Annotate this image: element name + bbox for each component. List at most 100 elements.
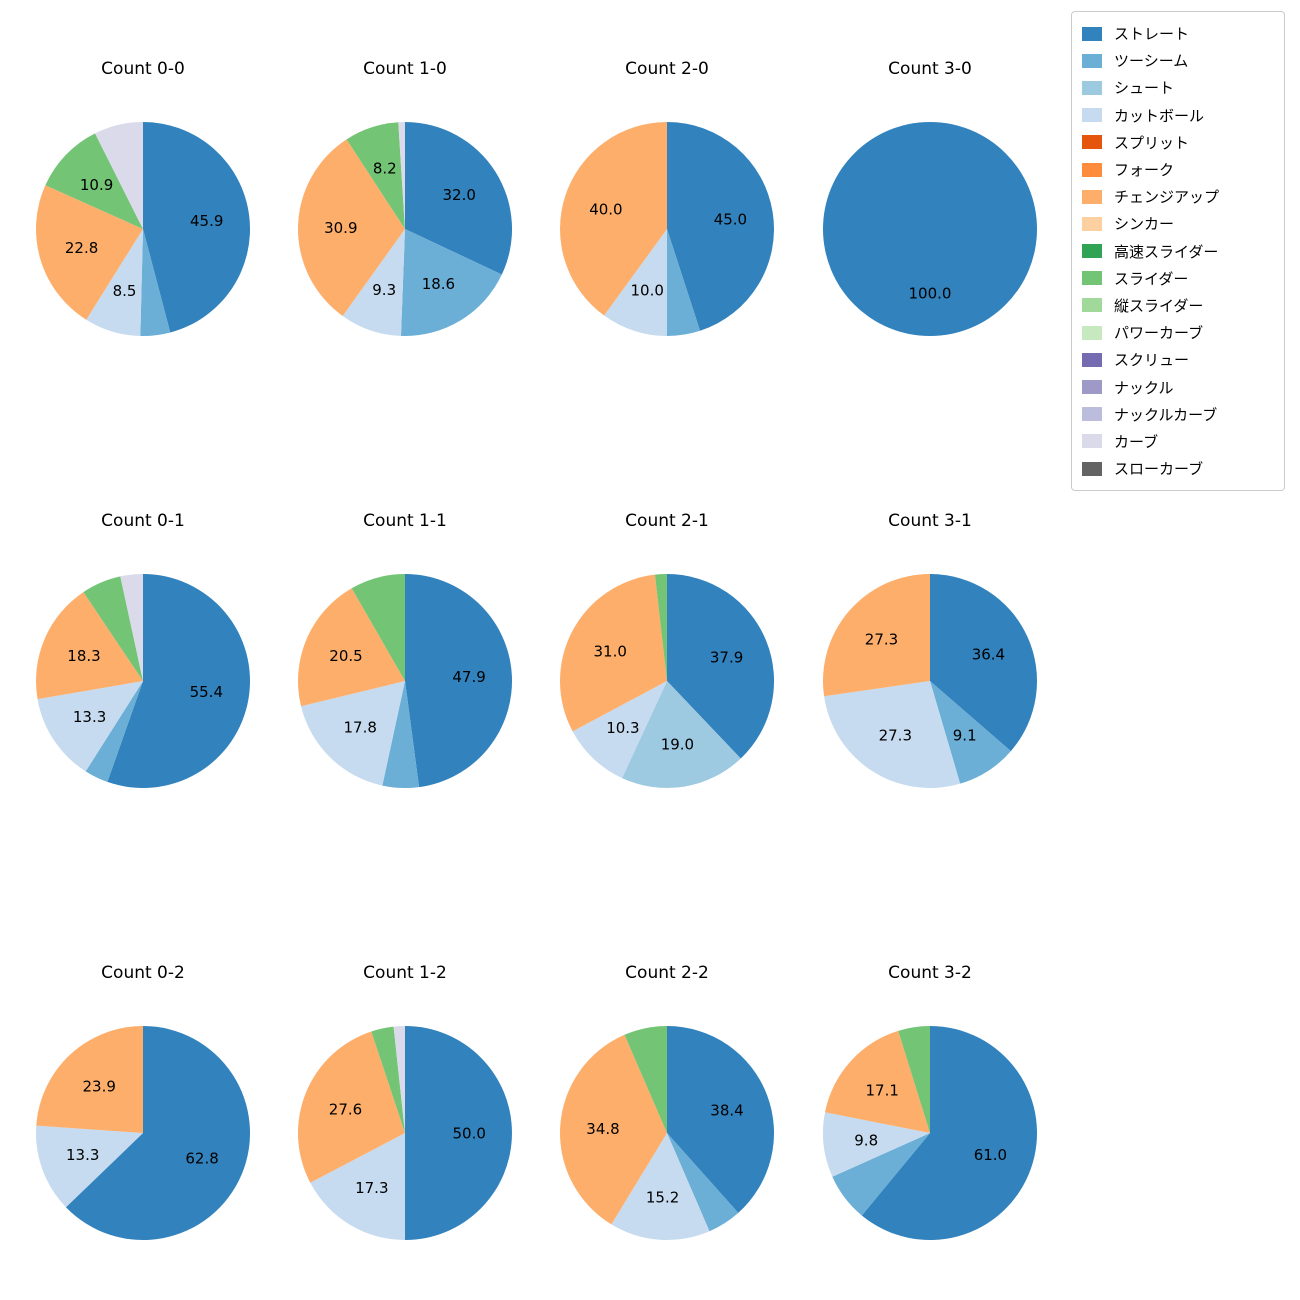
pie-slice (95, 122, 143, 229)
legend-label: チェンジアップ (1114, 188, 1220, 207)
pie-chart-cell-count-3-2: Count 3-2 61.0 9.8 17.1 (818, 962, 1042, 1245)
pie-slice-value-label: 8.2 (373, 159, 397, 177)
legend-label: 高速スライダー (1114, 242, 1219, 261)
pie-slice (559, 1034, 667, 1225)
legend-swatch-icon (1082, 216, 1102, 231)
pie-chart: 32.0 18.6 9.3 30.9 8.2 (293, 117, 517, 341)
legend-item: ナックル (1082, 373, 1274, 400)
legend-label: 縦スライダー (1114, 296, 1204, 315)
legend-label: カットボール (1114, 106, 1205, 125)
legend-swatch-icon (1082, 135, 1102, 150)
pie-slice (559, 574, 667, 732)
pie-chart-cell-count-2-2: Count 2-2 38.4 15.2 34.8 (555, 962, 779, 1245)
legend-swatch-icon (1082, 325, 1102, 340)
pie-slice-value-label: 8.5 (113, 282, 137, 300)
pie-slice (667, 229, 701, 336)
pie-slice-value-label: 37.9 (710, 648, 743, 666)
pie-slice-value-label: 36.4 (972, 646, 1005, 664)
pie-slice-value-label: 10.3 (606, 719, 639, 737)
chart-title: Count 1-0 (363, 59, 447, 79)
pie-chart: 50.0 17.3 27.6 (293, 1021, 517, 1245)
pie-slice (400, 229, 502, 336)
pie-slice (85, 681, 143, 782)
pie-slice (398, 122, 405, 229)
legend-swatch-icon (1082, 271, 1102, 286)
legend-label: ナックル (1114, 378, 1174, 397)
pie-slice (572, 681, 667, 779)
pie-slice-value-label: 38.4 (710, 1101, 743, 1119)
chart-title: Count 3-0 (888, 59, 972, 79)
legend-label: フォーク (1114, 161, 1175, 180)
pie-chart: 37.9 19.0 10.3 31.0 (555, 569, 779, 793)
pie-slice-value-label: 27.6 (329, 1100, 362, 1118)
pie-slice (825, 1030, 930, 1133)
pie-slice (930, 574, 1038, 752)
pie-slice (405, 1026, 512, 1240)
legend-item: シンカー (1082, 210, 1274, 237)
pie-slice (560, 122, 667, 316)
pie-slice (667, 574, 775, 759)
pie-chart-cell-count-2-0: Count 2-0 45.0 10.0 40.0 (555, 58, 779, 341)
legend-swatch-icon (1082, 80, 1102, 95)
pie-chart: 61.0 9.8 17.1 (818, 1021, 1042, 1245)
pie-slice-value-label: 10.9 (80, 176, 113, 194)
legend-label: スクリュー (1114, 351, 1190, 370)
pie-slice (930, 681, 1011, 784)
pie-slice (45, 133, 144, 229)
pie-slice (36, 592, 143, 700)
pie-slice (667, 1133, 739, 1232)
pie-slice (143, 122, 251, 333)
pie-chart-cell-count-3-0: Count 3-0 100.0 (818, 58, 1042, 341)
pie-slice (393, 1026, 405, 1133)
legend-label: ストレート (1114, 25, 1190, 44)
legend-item: カットボール (1082, 102, 1274, 129)
pie-slice (822, 1112, 930, 1177)
pie-chart-cell-count-0-2: Count 0-2 62.8 13.3 23.9 (31, 962, 255, 1245)
chart-title: Count 0-0 (101, 59, 185, 79)
chart-title: Count 2-1 (625, 511, 709, 531)
pie-slice-value-label: 19.0 (661, 736, 694, 754)
pie-slice-value-label: 18.6 (422, 275, 455, 293)
legend-label: ナックルカーブ (1114, 405, 1218, 424)
chart-title: Count 2-0 (625, 59, 709, 79)
pie-slice-value-label: 15.2 (646, 1188, 679, 1206)
pie-slice (86, 229, 143, 336)
legend-label: カーブ (1114, 432, 1159, 451)
chart-title: Count 2-2 (625, 963, 709, 983)
pie-slice-value-label: 100.0 (909, 284, 952, 302)
pie-slice (297, 139, 405, 316)
legend-item: ストレート (1082, 20, 1274, 47)
chart-title: Count 1-1 (363, 511, 447, 531)
pie-slice (310, 1133, 405, 1240)
pie-slice-value-label: 17.1 (865, 1081, 898, 1099)
pie-slice (36, 1026, 143, 1133)
pie-slice (36, 1125, 144, 1208)
legend-swatch-icon (1082, 352, 1102, 367)
legend-item: ナックルカーブ (1082, 401, 1274, 428)
pie-slice (622, 681, 741, 789)
pie-slice-value-label: 27.3 (865, 630, 898, 648)
pie-chart: 38.4 15.2 34.8 (555, 1021, 779, 1245)
legend-label: スプリット (1114, 133, 1190, 152)
legend-swatch-icon (1082, 244, 1102, 259)
pie-chart-cell-count-0-1: Count 0-1 55.4 13.3 18.3 (31, 510, 255, 793)
legend-swatch-icon (1082, 298, 1102, 313)
pie-slice-value-label: 22.8 (65, 239, 98, 257)
pie-slice (382, 681, 420, 789)
legend-item: カーブ (1082, 428, 1274, 455)
pie-slice (604, 229, 667, 336)
legend-label: スローカーブ (1114, 460, 1204, 479)
legend-item: 高速スライダー (1082, 238, 1274, 265)
pie-slice-value-label: 13.3 (73, 708, 106, 726)
pie-slice-value-label: 40.0 (589, 200, 622, 218)
pie-slice-value-label: 23.9 (82, 1077, 115, 1095)
pie-slice (823, 574, 930, 697)
pie-chart-cell-count-1-0: Count 1-0 32.0 18.6 9.3 30.9 8.2 (293, 58, 517, 341)
pie-slice-value-label: 47.9 (452, 668, 485, 686)
legend: ストレート ツーシーム シュート カットボール スプリット フォーク チェンジアップ シンカー… (1071, 11, 1285, 492)
pie-slice-value-label: 17.3 (355, 1179, 388, 1197)
pie-slice (140, 229, 171, 337)
legend-swatch-icon (1082, 434, 1102, 449)
legend-swatch-icon (1082, 108, 1102, 123)
pie-slice (654, 574, 667, 681)
